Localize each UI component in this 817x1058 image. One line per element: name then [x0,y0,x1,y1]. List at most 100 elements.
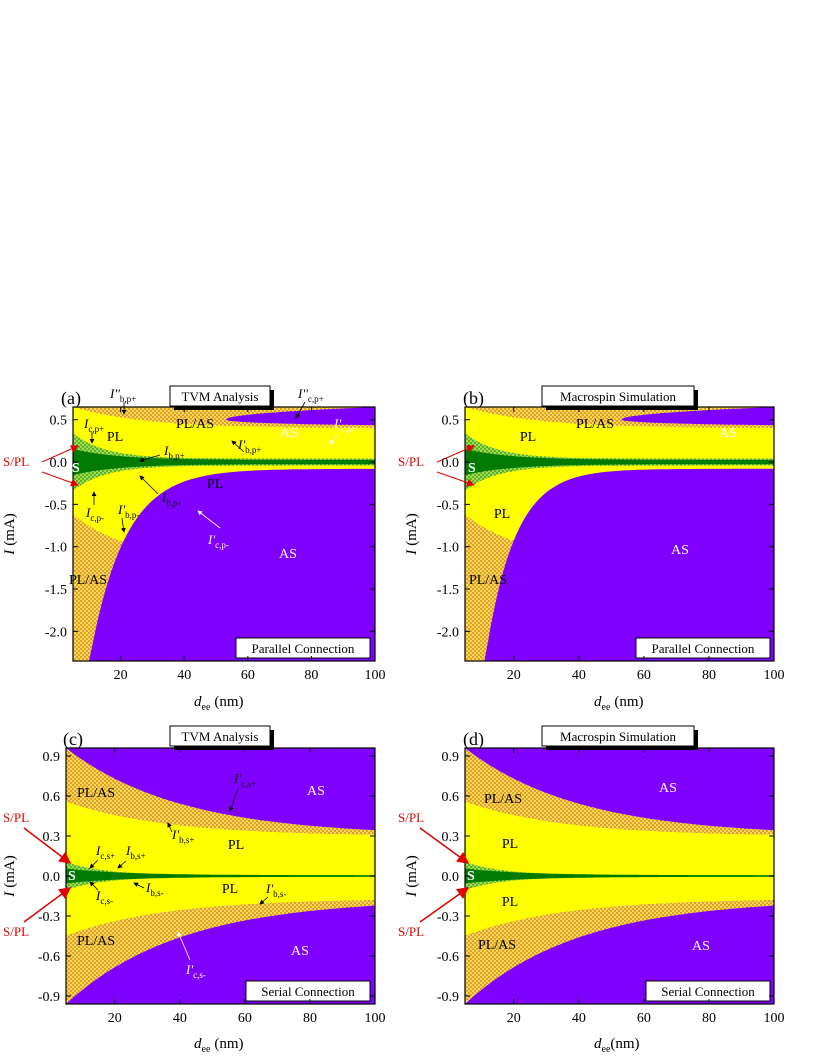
y-tick-label: -1.5 [45,583,67,598]
x-tick-label: 80 [303,1011,317,1026]
x-axis-label: dee(nm) [194,694,244,713]
region-label-as: AS [279,547,297,562]
connection-label: Serial Connection [261,984,355,999]
region-as-lower [88,468,376,661]
x-tick-label: 100 [764,668,785,683]
region-label-as: AS [719,426,737,441]
region-label-spl: S/PL [3,810,29,825]
svg-text:I(mA): I(mA) [2,513,18,556]
panel-a: (a) TVM Analysis Parallel Connection PL … [2,385,386,713]
region-label-pl: PL [207,477,223,492]
region-label-plas: PL/AS [484,792,522,807]
y-tick-label: 0.9 [442,750,460,765]
region-label-pl: PL [494,507,510,522]
x-tick-label: 20 [114,668,128,683]
y-axis-label: I(mA) [404,855,420,898]
region-label-as: AS [671,543,689,558]
panel-b: (b) Macrospin Simulation Parallel Connec… [398,385,785,713]
y-tick-label: 0.0 [442,870,460,885]
x-tick-label: 100 [365,668,386,683]
chart-title: TVM Analysis [182,389,259,404]
panel-label: (d) [463,729,484,750]
x-tick-label: 80 [702,1011,716,1026]
chart-title-box: TVM Analysis [169,385,274,410]
x-tick-label: 20 [507,668,521,683]
y-tick-label: 0.5 [50,414,68,429]
x-tick-label: 100 [764,1011,785,1026]
svg-text:I(mA): I(mA) [404,513,420,556]
region-s [73,448,375,476]
region-label-as: AS [291,944,309,959]
region-label-as: AS [692,939,710,954]
chart-title-box: Macrospin Simulation [541,385,698,410]
x-tick-label: 80 [304,668,318,683]
region-label-s: S [467,869,475,884]
x-tick-label: 60 [241,668,255,683]
region-label-spl: S/PL [398,924,424,939]
y-axis-label: I(mA) [404,513,420,556]
y-tick-label: -1.0 [45,541,67,556]
region-label-plas: PL/AS [469,573,507,588]
x-tick-label: 100 [365,1011,386,1026]
region-s [465,868,774,884]
region-label-pl: PL [502,895,518,910]
region-label-as: AS [307,784,325,799]
region-label-plas: PL/AS [176,417,214,432]
panel-label: (a) [61,388,81,409]
chart-title-box: TVM Analysis [169,725,274,750]
svg-text:dee(nm): dee(nm) [194,694,244,713]
region-label-pl: PL [502,837,518,852]
y-tick-label: 0.6 [43,790,61,805]
region-s [66,868,375,884]
svg-text:dee(nm): dee(nm) [594,694,644,713]
y-tick-label: -0.5 [45,498,67,513]
svg-text:dee(nm): dee(nm) [594,1036,640,1055]
y-tick-label: 0.5 [442,414,460,429]
region-label-as: AS [280,426,298,441]
y-tick-label: -0.6 [437,950,459,965]
region-label-plas: PL/AS [69,573,107,588]
panel-d: (d) Macrospin Simulation Serial Connecti… [398,725,785,1055]
x-axis-label: dee(nm) [594,694,644,713]
region-label-s: S [72,461,80,476]
region-as-upper [621,407,774,426]
y-tick-label: 0.6 [442,790,460,805]
y-axis-label: I(mA) [2,513,18,556]
region-plas-upper [465,748,774,835]
connection-label: Serial Connection [661,984,755,999]
y-tick-label: -1.5 [437,583,459,598]
y-tick-label: -2.0 [437,625,459,640]
region-label-spl: S/PL [3,454,29,469]
region-s [465,448,774,476]
x-axis-label: dee(nm) [594,1036,640,1055]
y-tick-label: 0.3 [43,830,61,845]
region-label-spl: S/PL [3,924,29,939]
region-as-upper [225,407,375,426]
x-tick-label: 40 [177,668,191,683]
region-label-plas: PL/AS [77,934,115,949]
panel-label: (c) [63,729,83,750]
y-tick-label: -2.0 [45,625,67,640]
y-tick-label: -0.3 [38,910,60,925]
chart-title: TVM Analysis [182,729,259,744]
y-tick-label: 0.0 [442,456,460,471]
panel-c: (c) TVM Analysis Serial Connection PL/AS… [2,725,386,1055]
y-tick-label: -1.0 [437,541,459,556]
svg-text:dee(nm): dee(nm) [194,1036,244,1055]
x-tick-label: 60 [238,1011,252,1026]
footer-box: Parallel Connection [635,637,771,659]
region-pl [465,801,774,936]
x-tick-label: 40 [173,1011,187,1026]
y-tick-label: -0.5 [437,498,459,513]
region-pl [66,801,375,936]
footer-box: Serial Connection [645,980,771,1002]
region-label-pl: PL [520,430,536,445]
x-tick-label: 20 [108,1011,122,1026]
chart-title-box: Macrospin Simulation [541,725,698,750]
svg-text:I(mA): I(mA) [2,855,18,898]
region-plas-lower [465,900,774,1004]
footer-box: Parallel Connection [235,637,371,659]
region-label-s: S [468,461,476,476]
region-label-pl: PL [107,430,123,445]
